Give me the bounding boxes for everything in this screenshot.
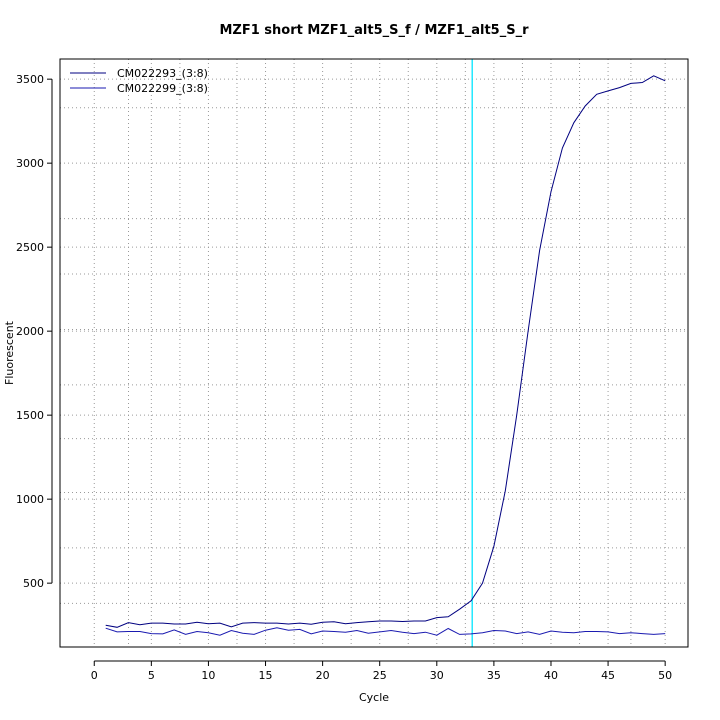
x-tick-label: 30 (430, 669, 444, 682)
x-tick-label: 0 (91, 669, 98, 682)
x-tick-label: 50 (658, 669, 672, 682)
y-axis: 500 1000 1500 2000 2500 3000 3500 (16, 73, 53, 590)
x-tick-label: 15 (259, 669, 273, 682)
x-tick-label: 45 (601, 669, 615, 682)
y-tick-label: 3000 (16, 157, 44, 170)
legend-label-1: CM022293_(3:8) (117, 67, 208, 80)
x-tick-label: 10 (201, 669, 215, 682)
legend: CM022293_(3:8) CM022299_(3:8) (70, 67, 208, 95)
x-tick-label: 40 (544, 669, 558, 682)
y-axis-label: Fluorescent (3, 320, 16, 385)
x-axis: 0 5 10 15 20 25 30 35 40 45 50 (91, 660, 672, 682)
y-tick-label: 2500 (16, 241, 44, 254)
series-line-1 (105, 75, 666, 628)
x-tick-label: 35 (487, 669, 501, 682)
series-layer (105, 75, 666, 636)
chart-title: MZF1 short MZF1_alt5_S_f / MZF1_alt5_S_r (219, 23, 529, 38)
grid (60, 59, 688, 647)
series-line-2 (105, 627, 666, 636)
y-tick-label: 1000 (16, 493, 44, 506)
legend-label-2: CM022299_(3:8) (117, 82, 208, 95)
y-tick-label: 1500 (16, 409, 44, 422)
x-axis-label: Cycle (359, 691, 389, 704)
y-tick-label: 2000 (16, 325, 44, 338)
x-tick-label: 25 (373, 669, 387, 682)
plot-frame (59, 58, 689, 648)
y-tick-label: 500 (23, 577, 44, 590)
x-tick-label: 5 (148, 669, 155, 682)
x-tick-label: 20 (316, 669, 330, 682)
y-tick-label: 3500 (16, 73, 44, 86)
